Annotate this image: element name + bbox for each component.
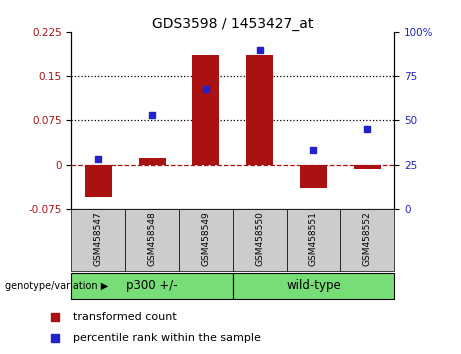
Point [148,112,156,118]
Text: GSM458549: GSM458549 [201,211,210,266]
Text: GSM458550: GSM458550 [255,211,264,266]
Bar [85,165,112,197]
Bar [193,56,219,165]
Bar [354,165,381,169]
Text: wild-type: wild-type [286,279,341,292]
Text: GSM458552: GSM458552 [363,211,372,266]
Bar [139,158,165,165]
Text: GSM458547: GSM458547 [94,211,103,266]
Point [280,23,288,29]
Text: p300 +/-: p300 +/- [126,279,178,292]
Bar [125,209,179,271]
Bar [233,273,394,299]
Point [202,86,210,91]
Bar [246,56,273,165]
Bar [71,209,125,271]
Title: GDS3598 / 1453427_at: GDS3598 / 1453427_at [152,17,313,31]
Bar [179,209,233,271]
Bar [340,209,394,271]
Point [256,47,263,52]
Point [310,148,317,153]
Text: genotype/variation ▶: genotype/variation ▶ [5,281,108,291]
Text: GSM458548: GSM458548 [148,211,157,266]
Bar [233,209,287,271]
Text: transformed count: transformed count [72,312,177,322]
Point [95,156,102,162]
Bar [287,209,340,271]
Bar [300,165,327,188]
Text: percentile rank within the sample: percentile rank within the sample [72,332,260,343]
Text: GSM458551: GSM458551 [309,211,318,266]
Bar [71,273,233,299]
Point [280,207,288,213]
Point [364,126,371,132]
